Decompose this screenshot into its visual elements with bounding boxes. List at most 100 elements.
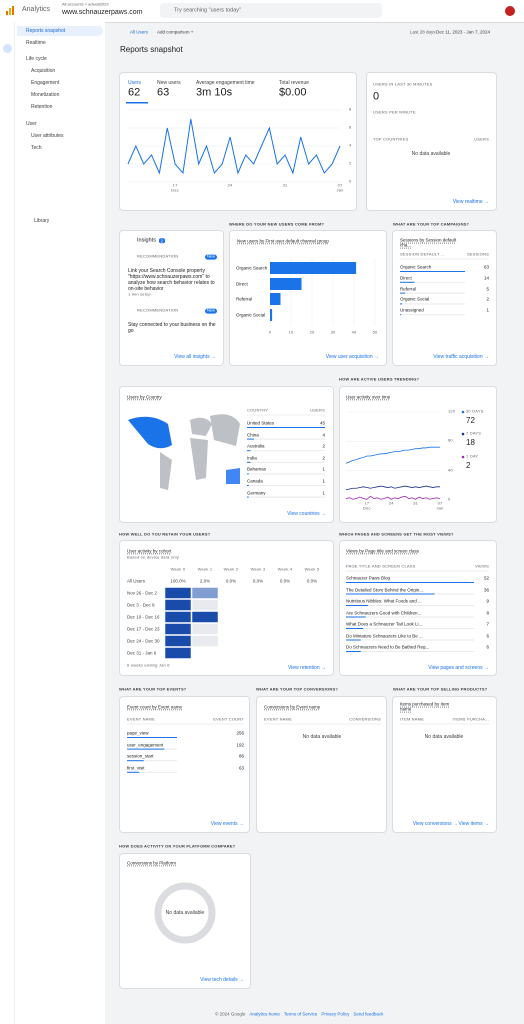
nav-section[interactable]: User [26, 121, 37, 127]
footer-link[interactable]: Terms of Service [283, 1011, 318, 1017]
nav-item[interactable]: Tech [31, 145, 42, 151]
nav-rail [0, 22, 15, 1024]
card [366, 72, 497, 211]
card-title: Views by Page title and screen class [346, 548, 419, 554]
view-link[interactable]: View retention → [288, 665, 326, 671]
row-label: Dec 24 - Dec 30 [127, 638, 160, 644]
card-caption: RECOMMENDATION [137, 253, 179, 259]
footer-link[interactable]: Privacy Policy [321, 1011, 350, 1017]
legend-label: 7 DAYS [466, 430, 482, 436]
cohort-cell [164, 599, 192, 611]
view-link[interactable]: View all insights → [174, 354, 216, 360]
footer-link[interactable]: Analytics home [249, 1011, 280, 1017]
row-bar [400, 303, 403, 305]
row-value: 2 [322, 443, 325, 449]
nav-item[interactable]: Realtime [26, 40, 46, 46]
x-tick-month: Dec [363, 505, 371, 511]
nav-item[interactable]: Monetization [31, 92, 60, 98]
nav-section[interactable]: Life cycle [26, 56, 47, 62]
card-title: Items purchased by Item name [400, 701, 450, 712]
cohort-cell [191, 611, 219, 623]
y-tick-label: 0 [448, 496, 451, 502]
column-header: PAGE TITLE AND SCREEN CLASS [346, 563, 416, 569]
metric-value: 3m 10s [196, 86, 233, 99]
view-link[interactable]: View realtime → [452, 199, 489, 205]
column-header: Week 5 [304, 566, 320, 572]
range-label: Last 28 days [410, 29, 436, 35]
line [345, 485, 440, 491]
view-link[interactable]: View conversions → [412, 821, 458, 827]
nav-item[interactable]: Acquisition [31, 68, 56, 74]
add-comparison[interactable]: Add comparison + [157, 29, 194, 35]
search-box[interactable] [160, 3, 382, 18]
cell-value: 0.0% [306, 578, 318, 584]
view-link[interactable]: View tech details → [200, 977, 244, 983]
row-value: 2 [486, 296, 489, 302]
row-bar [346, 639, 361, 641]
card [256, 696, 387, 833]
row-label: Dec 31 - Jan 6 [127, 650, 157, 656]
column-header: SESSIONS [466, 251, 489, 257]
section-label: WHAT ARE YOUR TOP CONVERSIONS? [256, 686, 339, 692]
row-bar [346, 582, 474, 583]
card-caption: USERS IN LAST 30 MINUTES [373, 81, 433, 87]
column-header: USERS [310, 407, 325, 413]
metric-value: 62 [128, 86, 141, 99]
x-tick-label: 24 [227, 182, 233, 188]
row-bar [400, 281, 415, 283]
cohort-cell [191, 599, 219, 611]
row-value: 8 [486, 609, 489, 615]
legend-value: 18 [466, 438, 475, 448]
footnote: 6 weeks ending Jan 6 [127, 662, 170, 668]
page-title: Reports snapshot [120, 45, 183, 55]
bar [270, 262, 357, 274]
view-link[interactable]: View events → [210, 821, 244, 827]
empty-state: No data available [165, 910, 205, 916]
property-name[interactable]: www.schnauzerpaws.com [62, 8, 143, 16]
row-value: 4 [322, 431, 325, 437]
nav-item[interactable]: Retention [31, 104, 53, 110]
row-bar-track [346, 651, 474, 652]
view-link[interactable]: View pages and screens → [428, 665, 489, 671]
avatar[interactable] [505, 6, 515, 16]
nav-item[interactable]: User attributes [31, 133, 64, 139]
section-label: WHAT ARE YOUR TOP EVENTS? [119, 686, 187, 692]
row-bar-track [346, 616, 474, 618]
column-header: CONVERSIONS [349, 716, 381, 722]
nav-item[interactable]: Reports snapshot [26, 28, 66, 34]
nav-item[interactable]: Engagement [31, 80, 60, 86]
section-label: WHERE DO YOUR NEW USERS COME FROM? [229, 221, 325, 227]
card [119, 853, 251, 989]
row-label: Do Miniature Schnauzers Like to Be ... [346, 632, 423, 638]
row-bar [400, 314, 402, 316]
view-link[interactable]: View traffic acquisition → [433, 354, 489, 360]
row-value: 63 [238, 765, 244, 771]
cell-value: 0.0% [279, 578, 291, 584]
segment-chip[interactable]: All Users [130, 29, 149, 35]
footer-link: © 2024 Google [215, 1011, 246, 1017]
bar [270, 293, 281, 305]
row-bar-track [346, 605, 474, 606]
column-header: Week 1 [197, 566, 213, 572]
card [119, 540, 334, 676]
x-tick-label: 07 [337, 182, 343, 188]
view-link[interactable]: View items → [458, 821, 489, 827]
x-tick-label: 0 [268, 329, 272, 335]
row-value: 1 [322, 489, 325, 495]
cohort-cell [164, 623, 192, 635]
date-range[interactable]: Dec 11, 2023 - Jan 7, 2024 [436, 29, 490, 35]
view-link[interactable]: View user acquisition → [325, 354, 379, 360]
legend-value: 2 [466, 461, 471, 471]
nav-item[interactable]: Library [34, 218, 50, 224]
insight-text: Link your Search Console property "https… [128, 268, 215, 292]
card [119, 230, 224, 366]
footer-link[interactable]: Send feedback [353, 1011, 384, 1017]
row-value: 256 [236, 730, 244, 736]
card-title: Sessions by Session default cha... [400, 237, 457, 248]
search-placeholder[interactable]: Try searching "users today" [174, 7, 241, 14]
nav-reports-icon[interactable] [3, 44, 12, 53]
view-link[interactable]: View countries → [287, 511, 326, 517]
row-value: 52 [483, 575, 489, 581]
card [119, 386, 334, 523]
row-label: Australia [247, 443, 265, 449]
